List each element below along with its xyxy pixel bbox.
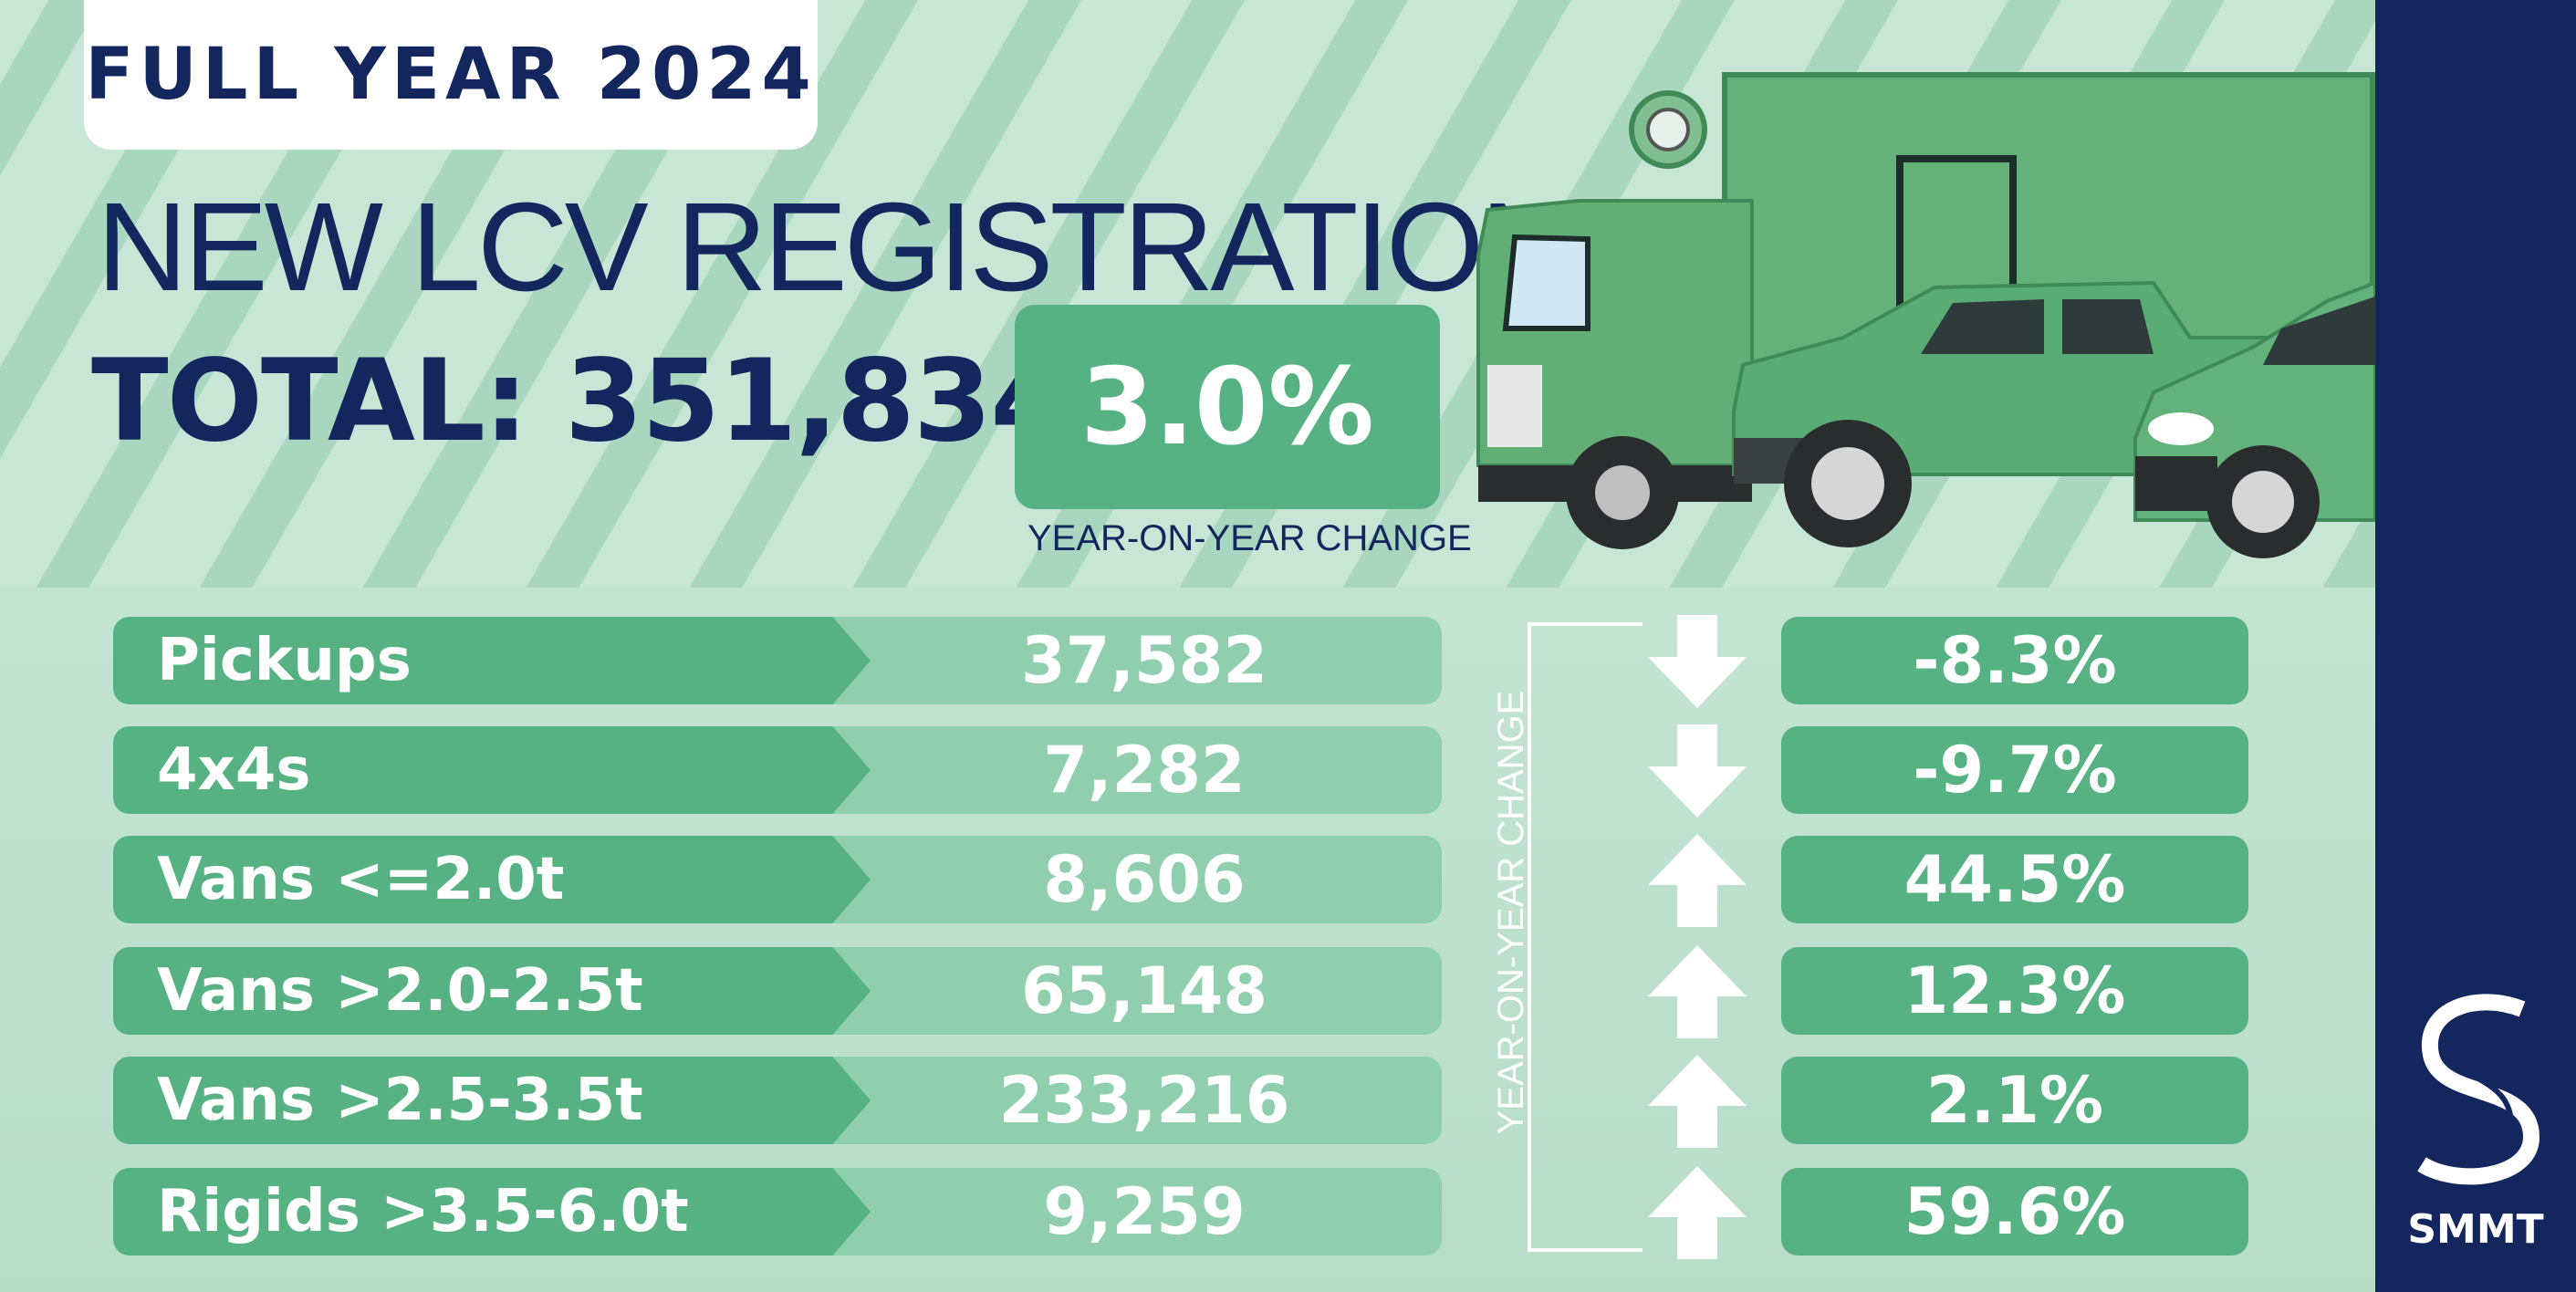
arrow-down-icon — [1648, 724, 1747, 818]
total-change-value: 3.0% — [1080, 345, 1374, 469]
table-row: 4x4s 7,282 — [113, 726, 1442, 814]
row-value: 233,216 — [998, 1063, 1290, 1138]
total-change-caption: YEAR-ON-YEAR CHANGE — [1027, 518, 1472, 558]
table-row: Rigids >3.5-6.0t 9,259 — [113, 1168, 1442, 1256]
row-label-background — [113, 1057, 871, 1144]
row-label-background — [113, 1168, 871, 1256]
row-change-badge: -8.3% — [1781, 617, 2248, 704]
row-change-badge: 12.3% — [1781, 947, 2248, 1035]
total-change-badge: 3.0% — [1015, 305, 1440, 509]
table-row: Vans >2.0-2.5t 65,148 — [113, 947, 1442, 1035]
row-label: Vans >2.5-3.5t — [157, 1067, 643, 1134]
row-change-badge: 44.5% — [1781, 836, 2248, 923]
smmt-logo-icon — [2417, 994, 2540, 1185]
arrow-up-icon — [1648, 945, 1747, 1038]
row-change-badge: -9.7% — [1781, 726, 2248, 814]
row-label-background — [113, 726, 871, 814]
headline: NEW LCV REGISTRATIONS — [97, 177, 1652, 318]
vehicles-illustration — [1476, 72, 2375, 558]
row-value: 37,582 — [1020, 623, 1268, 698]
table-row: Vans <=2.0t 8,606 — [113, 836, 1442, 923]
table-row: Pickups 37,582 — [113, 617, 1442, 704]
table-row: Vans >2.5-3.5t 233,216 — [113, 1057, 1442, 1144]
period-tag: FULL YEAR 2024 — [84, 0, 818, 150]
arrow-up-icon — [1648, 834, 1747, 927]
row-label: Vans >2.0-2.5t — [157, 957, 643, 1025]
yoy-bracket — [1528, 622, 1643, 1252]
row-label-background — [113, 836, 871, 923]
row-value: 9,259 — [1043, 1174, 1246, 1249]
row-value: 7,282 — [1043, 733, 1246, 808]
row-label-background — [113, 617, 871, 704]
row-change-badge: 59.6% — [1781, 1168, 2248, 1256]
arrow-up-icon — [1648, 1055, 1747, 1148]
period-tag-text: FULL YEAR 2024 — [85, 34, 817, 116]
row-label: Vans <=2.0t — [157, 846, 565, 913]
arrow-up-icon — [1648, 1166, 1747, 1259]
arrow-down-icon — [1648, 615, 1747, 708]
row-value: 8,606 — [1043, 842, 1246, 917]
row-label: Pickups — [157, 627, 412, 694]
yoy-column-label: YEAR-ON-YEAR CHANGE — [1491, 690, 1531, 1135]
row-value: 65,148 — [1020, 953, 1268, 1028]
total-registrations: TOTAL: 351,834 — [91, 336, 1069, 467]
brand-name: SMMT — [2407, 1206, 2544, 1253]
row-label-background — [113, 947, 871, 1035]
row-change-badge: 2.1% — [1781, 1057, 2248, 1144]
row-label: 4x4s — [157, 736, 311, 804]
row-label: Rigids >3.5-6.0t — [157, 1178, 689, 1245]
